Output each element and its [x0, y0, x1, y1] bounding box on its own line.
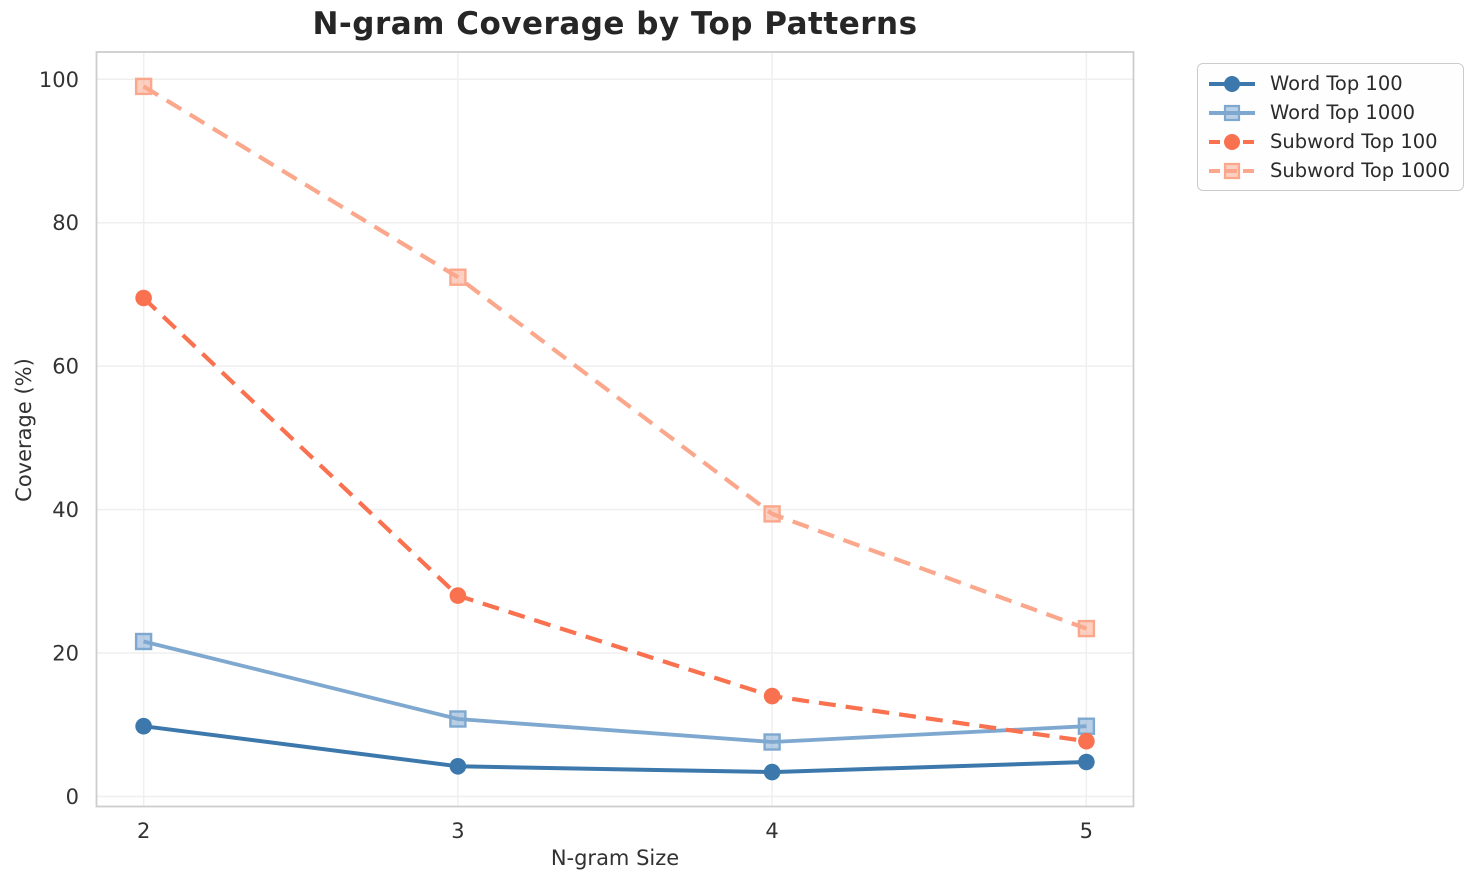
- series-line: [142, 84, 1088, 631]
- chart-title: N-gram Coverage by Top Patterns: [312, 6, 918, 42]
- series-line: [143, 639, 1087, 744]
- legend-sample: [1209, 75, 1255, 92]
- data-point-marker: [1078, 753, 1095, 771]
- legend-marker-circle: [1224, 133, 1240, 150]
- axes-spine: [95, 51, 1135, 808]
- data-point-marker: [1077, 619, 1096, 638]
- data-point-marker: [1078, 732, 1095, 750]
- data-point-marker: [763, 687, 781, 705]
- x-tick-label: 4: [765, 819, 778, 843]
- x-tick-label: 3: [451, 819, 464, 843]
- legend: Word Top 100 Word Top 1000 Subword Top 100…: [1197, 63, 1464, 191]
- y-tick-label: 20: [52, 642, 79, 666]
- y-tick-label: 40: [52, 498, 79, 522]
- data-point-marker: [135, 289, 152, 307]
- legend-marker-square: [1223, 162, 1241, 179]
- series-line: [143, 724, 1087, 775]
- series-line: [142, 296, 1087, 744]
- y-tick-label: 0: [66, 785, 79, 809]
- data-point-marker: [763, 763, 781, 781]
- x-tick-label: 5: [1080, 819, 1093, 843]
- data-point-marker: [449, 758, 467, 775]
- legend-label: Word Top 1000: [1270, 101, 1416, 124]
- data-point-marker: [135, 717, 152, 735]
- legend-marker-square: [1223, 104, 1241, 121]
- x-axis-label: N-gram Size: [550, 846, 680, 870]
- legend-label: Subword Top 1000: [1270, 159, 1450, 182]
- y-tick-label: 80: [52, 211, 79, 235]
- legend-label: Subword Top 100: [1270, 130, 1438, 153]
- legend-sample: [1209, 133, 1255, 150]
- data-point-marker: [1077, 717, 1096, 735]
- legend-item: Subword Top 1000: [1204, 156, 1457, 185]
- legend-sample: [1209, 162, 1255, 179]
- legend-item: Subword Top 100: [1204, 127, 1457, 156]
- data-point-marker: [449, 268, 467, 286]
- data-point-marker: [134, 77, 153, 96]
- y-tick-label: 100: [39, 68, 79, 92]
- legend-marker-circle: [1224, 75, 1240, 92]
- legend-item: Word Top 1000: [1204, 98, 1457, 127]
- y-tick-label: 60: [52, 355, 79, 379]
- data-point-marker: [763, 733, 781, 751]
- y-axis-label: Coverage (%): [12, 358, 36, 502]
- data-point-marker: [134, 632, 153, 651]
- legend-sample: [1209, 104, 1255, 121]
- x-tick-label: 2: [137, 819, 150, 843]
- data-point-marker: [763, 505, 781, 523]
- legend-item: Word Top 100: [1204, 69, 1457, 98]
- data-point-marker: [449, 587, 467, 604]
- data-point-marker: [449, 710, 467, 728]
- legend-label: Word Top 100: [1270, 72, 1403, 95]
